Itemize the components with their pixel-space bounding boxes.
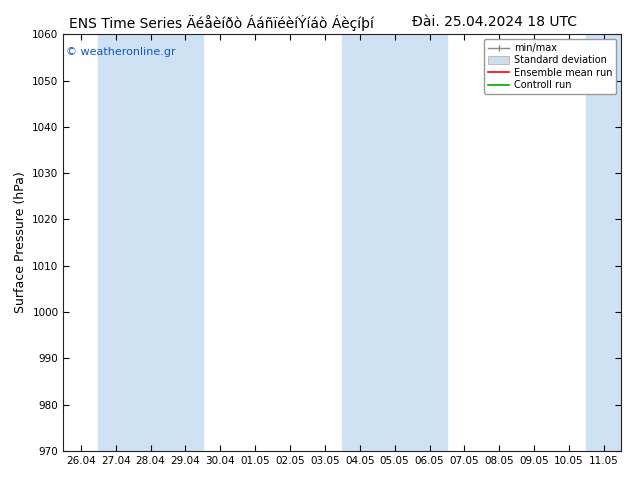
Bar	[342, 34, 377, 451]
Text: Đài. 25.04.2024 18 UTC: Đài. 25.04.2024 18 UTC	[412, 15, 577, 29]
Bar	[168, 34, 203, 451]
Bar	[586, 34, 621, 451]
Bar	[98, 34, 133, 451]
Bar	[133, 34, 168, 451]
Bar	[412, 34, 447, 451]
Bar	[377, 34, 412, 451]
Text: © weatheronline.gr: © weatheronline.gr	[66, 47, 176, 57]
Legend: min/max, Standard deviation, Ensemble mean run, Controll run: min/max, Standard deviation, Ensemble me…	[484, 39, 616, 94]
Text: ENS Time Series Äéåèíðò ÁáñïéèíÝíáò Áèçíþí: ENS Time Series Äéåèíðò ÁáñïéèíÝíáò Áèçí…	[70, 15, 374, 31]
Y-axis label: Surface Pressure (hPa): Surface Pressure (hPa)	[14, 172, 27, 314]
